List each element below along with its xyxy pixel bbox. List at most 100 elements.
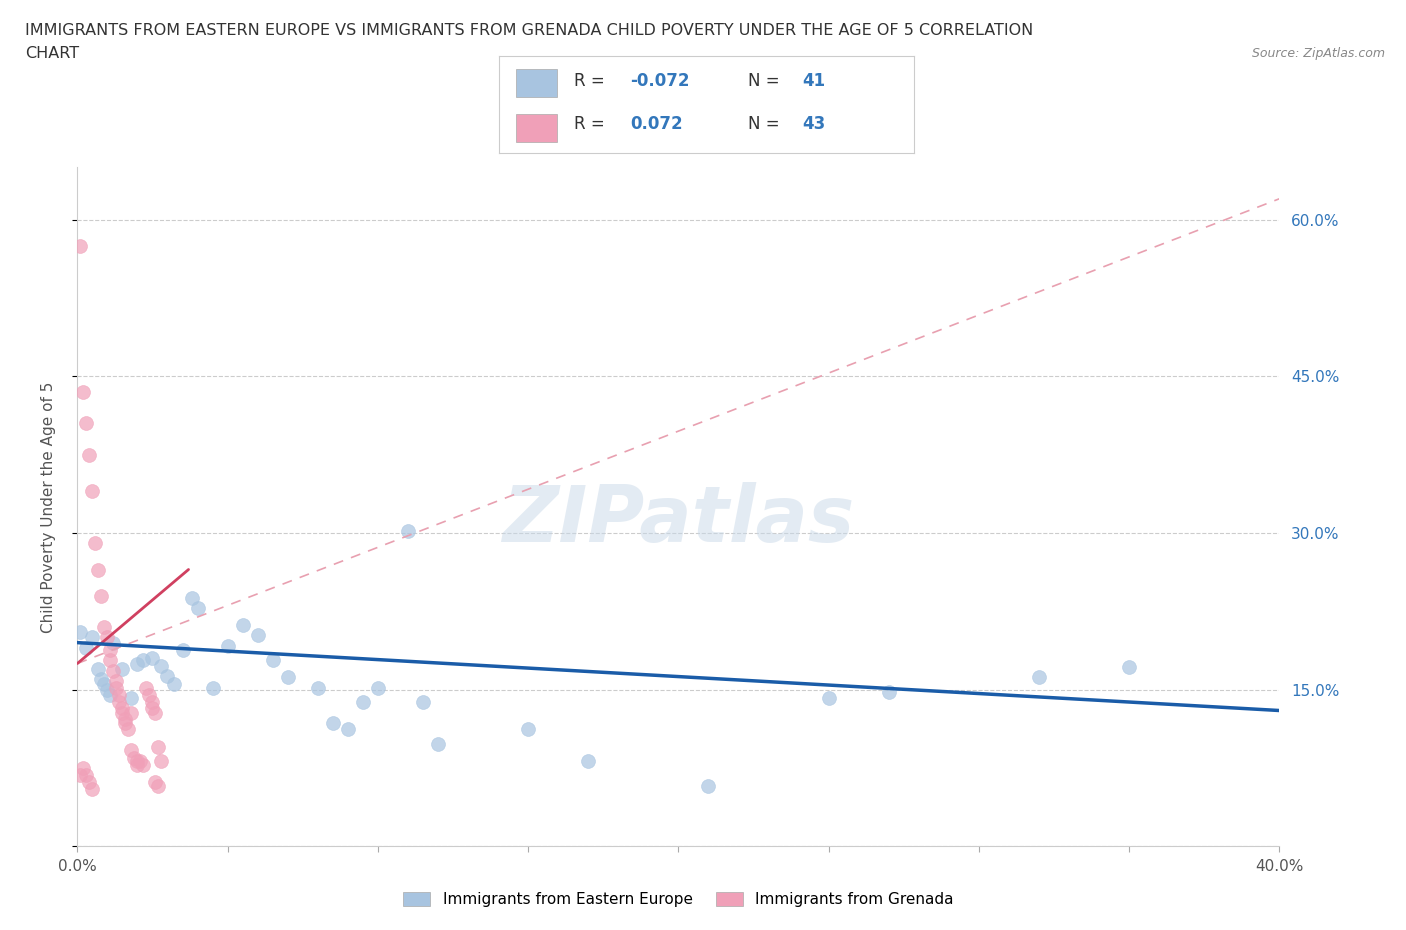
- Point: [114, 711, 136, 726]
- Point: [141, 701, 163, 716]
- Point: [93, 677, 115, 692]
- Bar: [516, 114, 557, 141]
- Text: ZIPatlas: ZIPatlas: [502, 483, 855, 558]
- Point: [138, 687, 160, 702]
- Point: [336, 722, 359, 737]
- Point: [108, 695, 131, 710]
- Point: [75, 416, 97, 431]
- Point: [100, 687, 122, 702]
- Point: [352, 695, 374, 710]
- Point: [120, 691, 142, 706]
- Point: [277, 670, 299, 684]
- Point: [127, 656, 149, 671]
- Point: [120, 705, 142, 720]
- Legend: Immigrants from Eastern Europe, Immigrants from Grenada: Immigrants from Eastern Europe, Immigran…: [396, 886, 960, 913]
- Point: [141, 695, 163, 710]
- Point: [162, 677, 184, 692]
- Point: [111, 661, 134, 676]
- Text: R =: R =: [574, 73, 610, 90]
- Point: [69, 238, 91, 253]
- Point: [135, 680, 157, 695]
- Point: [145, 774, 167, 789]
- Point: [69, 625, 91, 640]
- Point: [127, 753, 149, 768]
- Point: [427, 737, 450, 751]
- Point: [75, 768, 97, 783]
- Point: [172, 643, 194, 658]
- Text: N =: N =: [748, 73, 785, 90]
- Point: [180, 591, 202, 605]
- Point: [93, 619, 115, 634]
- Point: [129, 753, 152, 768]
- Point: [697, 778, 720, 793]
- Point: [127, 757, 149, 772]
- Point: [108, 687, 131, 702]
- Point: [201, 680, 224, 695]
- Point: [69, 768, 91, 783]
- Point: [132, 757, 155, 772]
- Bar: [516, 70, 557, 97]
- Point: [84, 536, 107, 551]
- Point: [156, 669, 179, 684]
- Y-axis label: Child Poverty Under the Age of 5: Child Poverty Under the Age of 5: [42, 381, 56, 632]
- Point: [132, 653, 155, 668]
- Point: [103, 663, 125, 678]
- Text: N =: N =: [748, 115, 785, 133]
- Point: [82, 630, 104, 644]
- Point: [105, 680, 128, 695]
- Text: 0.072: 0.072: [630, 115, 682, 133]
- Point: [262, 653, 284, 668]
- Point: [412, 695, 434, 710]
- Text: -0.072: -0.072: [630, 73, 689, 90]
- Point: [120, 743, 142, 758]
- Point: [75, 641, 97, 656]
- Point: [148, 739, 170, 754]
- Point: [96, 630, 118, 644]
- Text: Source: ZipAtlas.com: Source: ZipAtlas.com: [1251, 46, 1385, 60]
- Point: [100, 643, 122, 658]
- Point: [87, 562, 110, 577]
- Point: [72, 384, 94, 399]
- Point: [367, 680, 389, 695]
- Text: 41: 41: [801, 73, 825, 90]
- Text: CHART: CHART: [25, 46, 79, 61]
- Point: [232, 618, 254, 632]
- Point: [246, 628, 269, 643]
- Point: [111, 701, 134, 716]
- Point: [1118, 659, 1140, 674]
- Point: [187, 601, 209, 616]
- Point: [96, 683, 118, 698]
- Point: [307, 680, 329, 695]
- Point: [103, 635, 125, 650]
- Point: [111, 705, 134, 720]
- Point: [396, 524, 419, 538]
- Point: [148, 778, 170, 793]
- Point: [217, 638, 239, 653]
- Point: [150, 753, 173, 768]
- Point: [72, 761, 94, 776]
- Point: [1028, 670, 1050, 684]
- Point: [79, 774, 101, 789]
- Point: [141, 651, 163, 666]
- Point: [87, 661, 110, 676]
- Text: R =: R =: [574, 115, 610, 133]
- Point: [82, 781, 104, 796]
- Point: [124, 751, 146, 765]
- Point: [90, 671, 112, 686]
- Point: [877, 684, 900, 699]
- Point: [322, 715, 344, 730]
- Point: [100, 653, 122, 668]
- Point: [517, 722, 540, 737]
- Point: [90, 588, 112, 603]
- Point: [117, 722, 139, 737]
- Point: [79, 447, 101, 462]
- Point: [145, 705, 167, 720]
- Text: IMMIGRANTS FROM EASTERN EUROPE VS IMMIGRANTS FROM GRENADA CHILD POVERTY UNDER TH: IMMIGRANTS FROM EASTERN EUROPE VS IMMIGR…: [25, 23, 1033, 38]
- Point: [576, 753, 599, 768]
- Point: [817, 691, 839, 706]
- Point: [105, 674, 128, 689]
- Text: 43: 43: [801, 115, 825, 133]
- Point: [114, 715, 136, 730]
- Point: [82, 484, 104, 498]
- Point: [150, 658, 173, 673]
